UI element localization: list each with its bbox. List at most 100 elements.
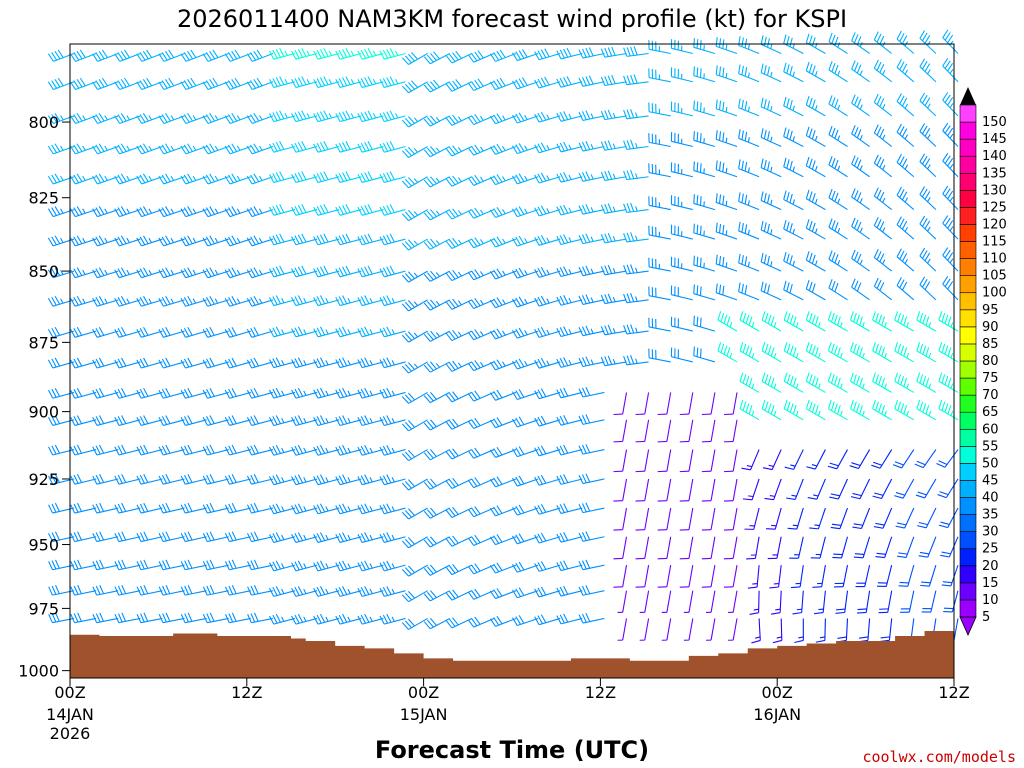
wind-barb-flag xyxy=(407,209,416,218)
wind-barb-flag xyxy=(563,266,569,276)
wind-barb-staff xyxy=(295,478,318,486)
wind-barb xyxy=(489,534,517,546)
wind-barb-staff xyxy=(495,209,517,218)
wind-barb-staff xyxy=(339,449,362,456)
wind-barb xyxy=(269,387,296,399)
wind-barb-flag xyxy=(578,235,584,244)
wind-barb-flag xyxy=(693,100,695,110)
wind-barb-halfflag xyxy=(904,258,909,264)
wind-barb-staff xyxy=(96,590,119,596)
wind-barb-flag xyxy=(165,235,171,244)
wind-barb-flag xyxy=(48,561,53,570)
wind-barb-flag xyxy=(563,613,569,623)
wind-barb-flag xyxy=(623,293,628,303)
wind-barb-staff xyxy=(495,419,517,429)
wind-barb-staff xyxy=(317,299,340,307)
wind-barb-flag xyxy=(715,37,718,47)
wind-barb xyxy=(851,155,870,178)
wind-barb-flag xyxy=(206,388,212,398)
wind-barb-flag xyxy=(407,82,416,90)
wind-barb-staff xyxy=(140,590,163,596)
wind-barb-flag xyxy=(876,33,882,43)
wind-barb-flag xyxy=(474,534,481,544)
wind-barb-flag xyxy=(467,479,475,488)
wind-barb xyxy=(871,449,893,469)
wind-barb-flag xyxy=(319,357,326,367)
wind-barb-flag xyxy=(515,359,522,369)
wind-barb-flag xyxy=(607,324,613,334)
wind-barb-flag xyxy=(537,78,543,88)
wind-barb-flag xyxy=(876,552,886,555)
wind-barb xyxy=(180,585,207,596)
wind-barb-flag xyxy=(338,358,344,367)
wind-barb-flag xyxy=(630,324,635,334)
wind-barb-flag xyxy=(742,374,747,384)
wind-barb xyxy=(600,232,627,244)
wind-barb-staff xyxy=(362,564,384,572)
wind-barb-staff xyxy=(622,507,628,530)
wind-barb-flag xyxy=(301,171,307,180)
wind-barb xyxy=(715,65,738,83)
wind-barb-flag xyxy=(585,612,591,622)
wind-barb-flag xyxy=(936,463,946,468)
wind-barb-halfflag xyxy=(281,298,285,304)
wind-barb-flag xyxy=(247,586,252,596)
wind-barb xyxy=(291,560,318,572)
wind-barb-flag xyxy=(76,387,83,397)
wind-barb-staff xyxy=(119,299,141,307)
wind-barb-staff xyxy=(851,286,870,301)
wind-barb-flag xyxy=(297,415,304,424)
wind-barb-flag xyxy=(404,241,412,249)
wind-barb-flag xyxy=(881,316,886,326)
wind-barb-flag xyxy=(316,614,322,624)
wind-barb-staff xyxy=(74,564,97,571)
wind-barb xyxy=(850,311,870,332)
wind-barb-flag xyxy=(272,445,278,455)
wind-barb-flag xyxy=(180,446,186,456)
wind-barb xyxy=(269,265,296,278)
wind-barb xyxy=(335,387,362,399)
wind-barb-flag xyxy=(942,276,949,285)
wind-barb-flag xyxy=(124,49,131,58)
wind-barb-flag xyxy=(357,206,363,216)
wind-barb xyxy=(832,536,849,559)
wind-barb-flag xyxy=(452,477,459,486)
wind-barb-flag xyxy=(73,532,79,542)
wind-barb-flag xyxy=(161,52,168,61)
wind-barb-flag xyxy=(942,122,949,131)
wind-barb-staff xyxy=(761,380,782,393)
wind-barb xyxy=(136,173,163,185)
wind-barb-flag xyxy=(938,460,948,465)
wind-barb-halfflag xyxy=(770,261,773,267)
wind-barb-flag xyxy=(335,615,341,625)
wind-barb-flag xyxy=(279,76,285,86)
wind-barb xyxy=(423,115,450,127)
wind-barb-halfflag xyxy=(214,115,219,121)
wind-barb-staff xyxy=(671,47,693,55)
wind-barb-staff xyxy=(229,536,251,543)
wind-barb-flag xyxy=(297,357,304,367)
wind-barb-halfflag xyxy=(635,173,638,179)
wind-barb-flag xyxy=(496,174,503,183)
wind-barb-flag xyxy=(452,329,459,338)
wind-barb-flag xyxy=(247,561,252,570)
colorbar-label: 15 xyxy=(982,576,999,591)
wind-barb-flag xyxy=(224,53,231,62)
wind-barb-flag xyxy=(224,475,230,485)
wind-barb-halfflag xyxy=(755,636,761,639)
wind-barb-flag xyxy=(738,192,741,202)
wind-barb-flag xyxy=(607,355,613,365)
wind-barb-halfflag xyxy=(927,164,931,170)
wind-barb-flag xyxy=(294,587,300,596)
wind-barb xyxy=(114,474,141,485)
wind-barb xyxy=(851,125,870,147)
wind-barb-flag xyxy=(764,312,769,323)
wind-barb xyxy=(918,536,937,558)
wind-barb xyxy=(114,612,141,624)
wind-barb-flag xyxy=(253,357,259,367)
wind-barb-flag xyxy=(600,204,606,214)
wind-barb-flag xyxy=(187,531,193,541)
wind-barb-flag xyxy=(607,140,613,150)
wind-barb-flag xyxy=(114,208,120,217)
wind-barb-staff xyxy=(429,115,450,127)
